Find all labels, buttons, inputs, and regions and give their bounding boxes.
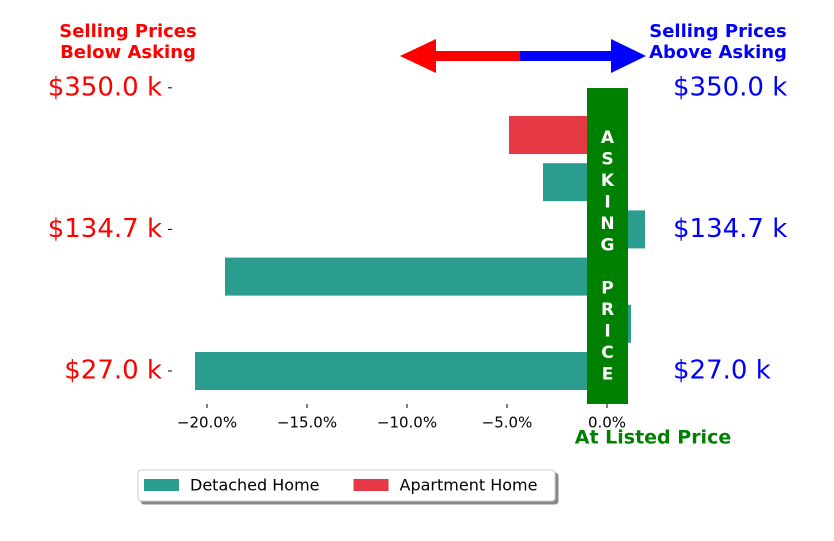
y-tick-label: $134.7 k bbox=[48, 214, 162, 244]
x-tick-label: −5.0% bbox=[482, 414, 533, 432]
legend-swatch bbox=[353, 479, 389, 491]
asking-price-box bbox=[587, 88, 628, 404]
bar bbox=[225, 257, 607, 296]
right-arrow bbox=[520, 39, 646, 73]
y2-tick-label: $27.0 k bbox=[673, 356, 771, 386]
legend-swatch bbox=[144, 479, 179, 491]
x-tick-label: 0.0% bbox=[588, 414, 626, 432]
x-tick-label: −10.0% bbox=[377, 414, 437, 432]
x-tick-label: −15.0% bbox=[277, 414, 337, 432]
bar bbox=[195, 352, 607, 390]
right-note: Selling Prices Above Asking bbox=[649, 21, 787, 63]
asking-price-label: ASKING PRICE bbox=[598, 128, 618, 386]
legend-box bbox=[137, 469, 556, 502]
y2-tick-label: $350.0 k bbox=[673, 72, 787, 102]
bottom-note: At Listed Price bbox=[575, 427, 731, 449]
x-tick-label: −20.0% bbox=[177, 414, 237, 432]
y-tick-label: $350.0 k bbox=[48, 72, 162, 102]
legend: Detached Home Apartment Home bbox=[137, 469, 556, 502]
y-tick-label: $27.0 k bbox=[64, 356, 162, 386]
legend-label: Detached Home bbox=[190, 476, 320, 495]
left-arrow bbox=[400, 39, 520, 73]
left-note: Selling Prices Below Asking bbox=[59, 21, 196, 63]
legend-label: Apartment Home bbox=[400, 476, 538, 495]
y2-tick-label: $134.7 k bbox=[673, 214, 787, 244]
